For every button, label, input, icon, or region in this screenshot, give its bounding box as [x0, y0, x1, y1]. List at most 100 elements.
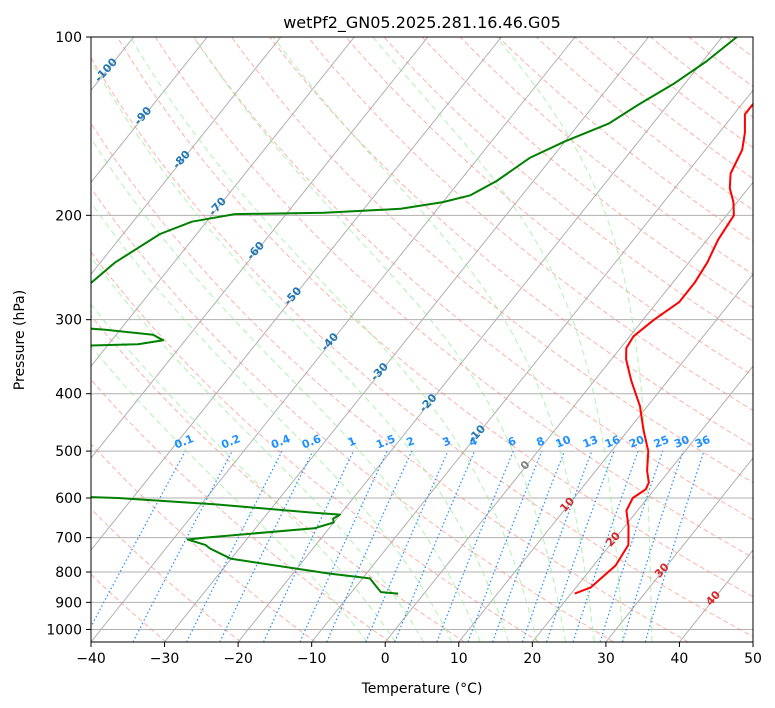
dry-adiabat-line	[91, 251, 540, 642]
mixing-ratio-label: 0.1	[173, 432, 196, 451]
y-axis-label: Pressure (hPa)	[12, 290, 28, 390]
moist-adiabat-line	[272, 37, 595, 642]
isotherm-line	[91, 37, 429, 459]
y-tick-label: 200	[55, 208, 82, 224]
isotherm-line	[679, 549, 753, 642]
dry-adiabat-line	[574, 37, 753, 180]
isotherm-line	[605, 457, 753, 642]
mixing-ratio-line	[521, 450, 593, 642]
moist-adiabat-line	[193, 37, 567, 642]
y-tick-label: 900	[55, 595, 82, 611]
isotherm-line	[384, 181, 753, 642]
dry-adiabat-line	[231, 37, 753, 484]
mixing-ratio-line	[599, 450, 664, 642]
mixing-ratio-line	[436, 450, 514, 642]
dry-adiabat-line	[688, 37, 753, 88]
mixing-ratio-label: 3	[441, 434, 453, 449]
y-tick-label: 300	[55, 313, 82, 329]
mixing-ratio-label: 0.2	[219, 432, 242, 451]
mixing-ratio-line	[622, 450, 684, 642]
mixing-ratio-label: 20	[627, 433, 646, 451]
isotherm-line	[91, 37, 502, 551]
dry-adiabat-line	[383, 37, 753, 342]
mixing-ratio-line	[219, 450, 314, 642]
mixing-ratio-line	[394, 450, 476, 642]
y-tick-label: 500	[55, 444, 82, 460]
mixing-ratio-label: 25	[652, 433, 671, 451]
moist-adiabat-line	[91, 59, 510, 642]
mixing-ratio-label: 30	[672, 433, 691, 451]
x-tick-label: −40	[76, 651, 106, 667]
mixing-ratio-label: 6	[506, 434, 518, 449]
isotherm-line	[0, 37, 60, 642]
dry-adiabat-line	[91, 315, 465, 642]
dewpoint-profile-line	[91, 37, 738, 595]
dry-adiabat-line	[421, 37, 753, 309]
dry-adiabat-line	[116, 37, 753, 598]
dry-adiabat-line	[91, 443, 316, 642]
moist-adiabat-line	[91, 256, 425, 642]
dry-adiabat-line	[154, 37, 753, 559]
temperature-profile-line	[574, 102, 753, 595]
plot-frame	[90, 36, 754, 643]
mixing-ratio-label: 16	[603, 433, 622, 451]
isotherm-line	[458, 273, 753, 642]
dry-adiabat-line	[650, 37, 753, 118]
dry-adiabat-line	[193, 37, 753, 521]
isotherm-line	[311, 89, 753, 642]
moist-adiabat-line	[91, 345, 368, 642]
mixing-ratio-line	[299, 450, 388, 642]
mixing-ratio-line	[644, 450, 705, 642]
mixing-ratio-label: 1.5	[374, 432, 397, 451]
y-tick-label: 600	[55, 491, 82, 507]
mixing-ratio-line	[326, 450, 413, 642]
x-tick-label: 50	[744, 651, 762, 667]
mixing-ratio-line	[546, 450, 615, 642]
dry-adiabat-line	[459, 37, 753, 276]
mixing-ratio-line	[492, 450, 566, 642]
x-tick-label: −10	[297, 651, 327, 667]
dry-adiabat-line	[765, 37, 775, 642]
dry-adiabat-line	[91, 508, 242, 642]
y-tick-label: 1000	[46, 622, 82, 638]
y-tick-label: 700	[55, 531, 82, 547]
moist-adiabat-line	[129, 37, 538, 642]
isotherm-line	[91, 37, 282, 276]
mixing-ratio-label: 0.4	[269, 432, 292, 451]
dry-adiabat-line	[91, 187, 614, 642]
chart-title: wetPf2_GN05.2025.281.16.46.G05	[283, 13, 561, 33]
x-tick-label: 10	[450, 651, 468, 667]
isotherm-line	[531, 365, 753, 642]
x-axis-label: Temperature (°C)	[361, 681, 483, 697]
mixing-ratio-line	[262, 450, 354, 642]
y-tick-label: 800	[55, 565, 82, 581]
dry-adiabat-line	[536, 37, 753, 211]
isotherm-line	[91, 37, 208, 184]
x-tick-label: 30	[597, 651, 615, 667]
mixing-ratio-label: 2	[405, 434, 417, 449]
isotherm-line	[91, 37, 576, 642]
mixing-ratio-label: 10	[554, 433, 573, 451]
mixing-ratio-line	[572, 450, 639, 642]
x-tick-label: −20	[223, 651, 253, 667]
dry-adiabat-line	[612, 37, 753, 149]
x-tick-label: 40	[671, 651, 689, 667]
x-tick-label: 20	[523, 651, 541, 667]
moist-adiabat-line	[91, 303, 396, 642]
dry-adiabat-line	[497, 37, 753, 243]
dry-adiabat-line	[269, 37, 753, 447]
dry-adiabat-line	[91, 56, 753, 638]
y-tick-label: 400	[55, 387, 82, 403]
mixing-ratio-label: 8	[535, 434, 547, 449]
x-tick-label: −30	[150, 651, 180, 667]
mixing-ratio-line	[91, 450, 186, 628]
moist-adiabat-line	[91, 201, 453, 642]
moist-adiabat-line	[372, 37, 624, 642]
moist-adiabat-line	[495, 37, 653, 642]
x-tick-label: 0	[381, 651, 390, 667]
isotherm-line	[164, 37, 649, 642]
dry-adiabat-line	[307, 37, 753, 412]
y-tick-label: 100	[55, 30, 82, 46]
moist-adiabat-line	[91, 137, 481, 642]
